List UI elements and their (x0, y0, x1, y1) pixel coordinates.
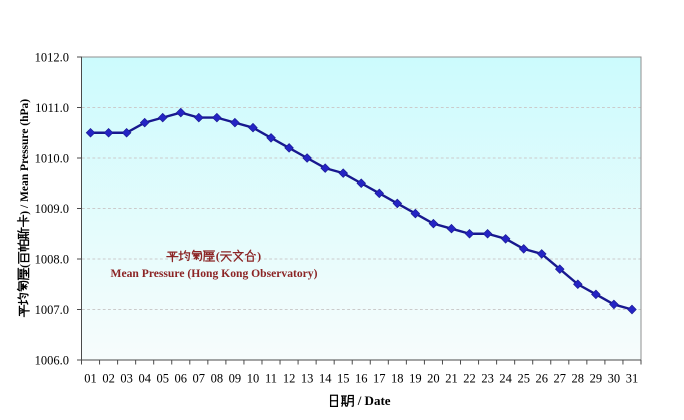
svg-text:29: 29 (590, 372, 603, 386)
svg-text:09: 09 (229, 372, 242, 386)
svg-text:02: 02 (102, 372, 115, 386)
svg-text:15: 15 (337, 372, 350, 386)
svg-text:17: 17 (373, 372, 386, 386)
svg-text:Mean Pressure (Hong Kong Obser: Mean Pressure (Hong Kong Observatory) (111, 267, 318, 280)
svg-text:22: 22 (463, 372, 476, 386)
svg-text:07: 07 (193, 372, 206, 386)
svg-text:30: 30 (608, 372, 621, 386)
svg-text:) / Mean Pressure (hPa): ) / Mean Pressure (hPa) (19, 99, 31, 215)
svg-text:1007.0: 1007.0 (35, 303, 69, 317)
svg-text:11: 11 (265, 372, 277, 386)
svg-text:26: 26 (535, 372, 548, 386)
svg-text:21: 21 (445, 372, 458, 386)
svg-text:/ Date: / Date (357, 393, 391, 408)
svg-text:10: 10 (247, 372, 260, 386)
svg-text:1011.0: 1011.0 (35, 101, 69, 115)
svg-text:20: 20 (427, 372, 440, 386)
svg-text:1006.0: 1006.0 (35, 353, 69, 367)
svg-text:04: 04 (138, 372, 151, 386)
svg-text:24: 24 (499, 372, 512, 386)
svg-text:19: 19 (409, 372, 422, 386)
svg-text:(: ( (19, 264, 31, 268)
svg-text:(: ( (216, 249, 220, 263)
svg-text:18: 18 (391, 372, 404, 386)
svg-text:12: 12 (283, 372, 296, 386)
svg-text:13: 13 (301, 372, 314, 386)
svg-text:1010.0: 1010.0 (35, 151, 69, 165)
svg-text:31: 31 (626, 372, 639, 386)
svg-text:1008.0: 1008.0 (35, 252, 69, 266)
svg-text:03: 03 (120, 372, 133, 386)
svg-text:23: 23 (481, 372, 494, 386)
svg-text:14: 14 (319, 372, 332, 386)
svg-text:1009.0: 1009.0 (35, 202, 69, 216)
svg-text:25: 25 (517, 372, 530, 386)
svg-text:08: 08 (211, 372, 224, 386)
svg-text:16: 16 (355, 372, 368, 386)
svg-text:06: 06 (175, 372, 188, 386)
svg-text:): ) (257, 249, 261, 263)
svg-text:1012.0: 1012.0 (35, 50, 69, 64)
svg-text:28: 28 (572, 372, 585, 386)
svg-text:05: 05 (156, 372, 169, 386)
svg-text:01: 01 (84, 372, 97, 386)
svg-text:27: 27 (554, 372, 567, 386)
